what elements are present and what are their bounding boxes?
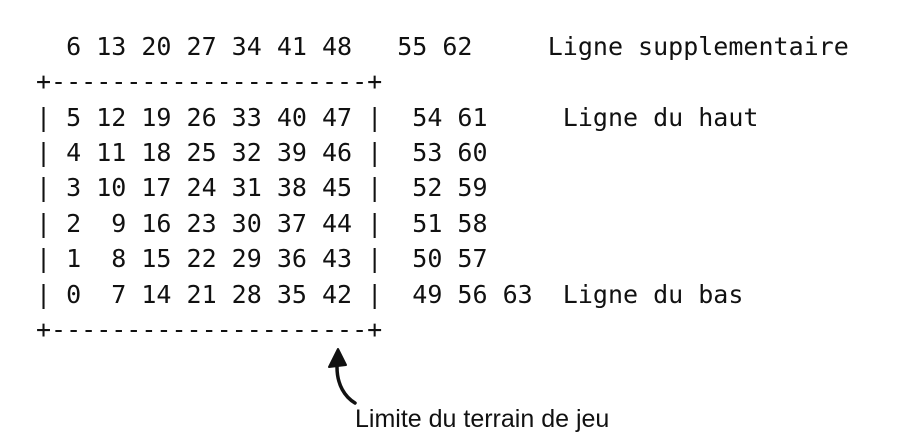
board-top-border: +---------------------+ [36, 67, 383, 96]
board-bottom-border: +---------------------+ [36, 315, 383, 344]
board-line-extra-row: 6 13 20 27 34 41 48 55 62 Ligne suppleme… [36, 32, 849, 61]
annotation-label: Limite du terrain de jeu [355, 405, 610, 433]
board-line-row-1: | 1 8 15 22 29 36 43 | 50 57 [36, 244, 488, 273]
hand-drawn-arrow-icon [328, 348, 357, 405]
board-line-top-row: | 5 12 19 26 33 40 47 | 54 61 Ligne du h… [36, 103, 759, 132]
board-line-row-3: | 3 10 17 24 31 38 45 | 52 59 [36, 173, 488, 202]
board-line-bottom-row: | 0 7 14 21 28 35 42 | 49 56 63 Ligne du… [36, 280, 744, 309]
board-line-row-4: | 4 11 18 25 32 39 46 | 53 60 [36, 138, 488, 167]
board-line-row-2: | 2 9 16 23 30 37 44 | 51 58 [36, 209, 488, 238]
